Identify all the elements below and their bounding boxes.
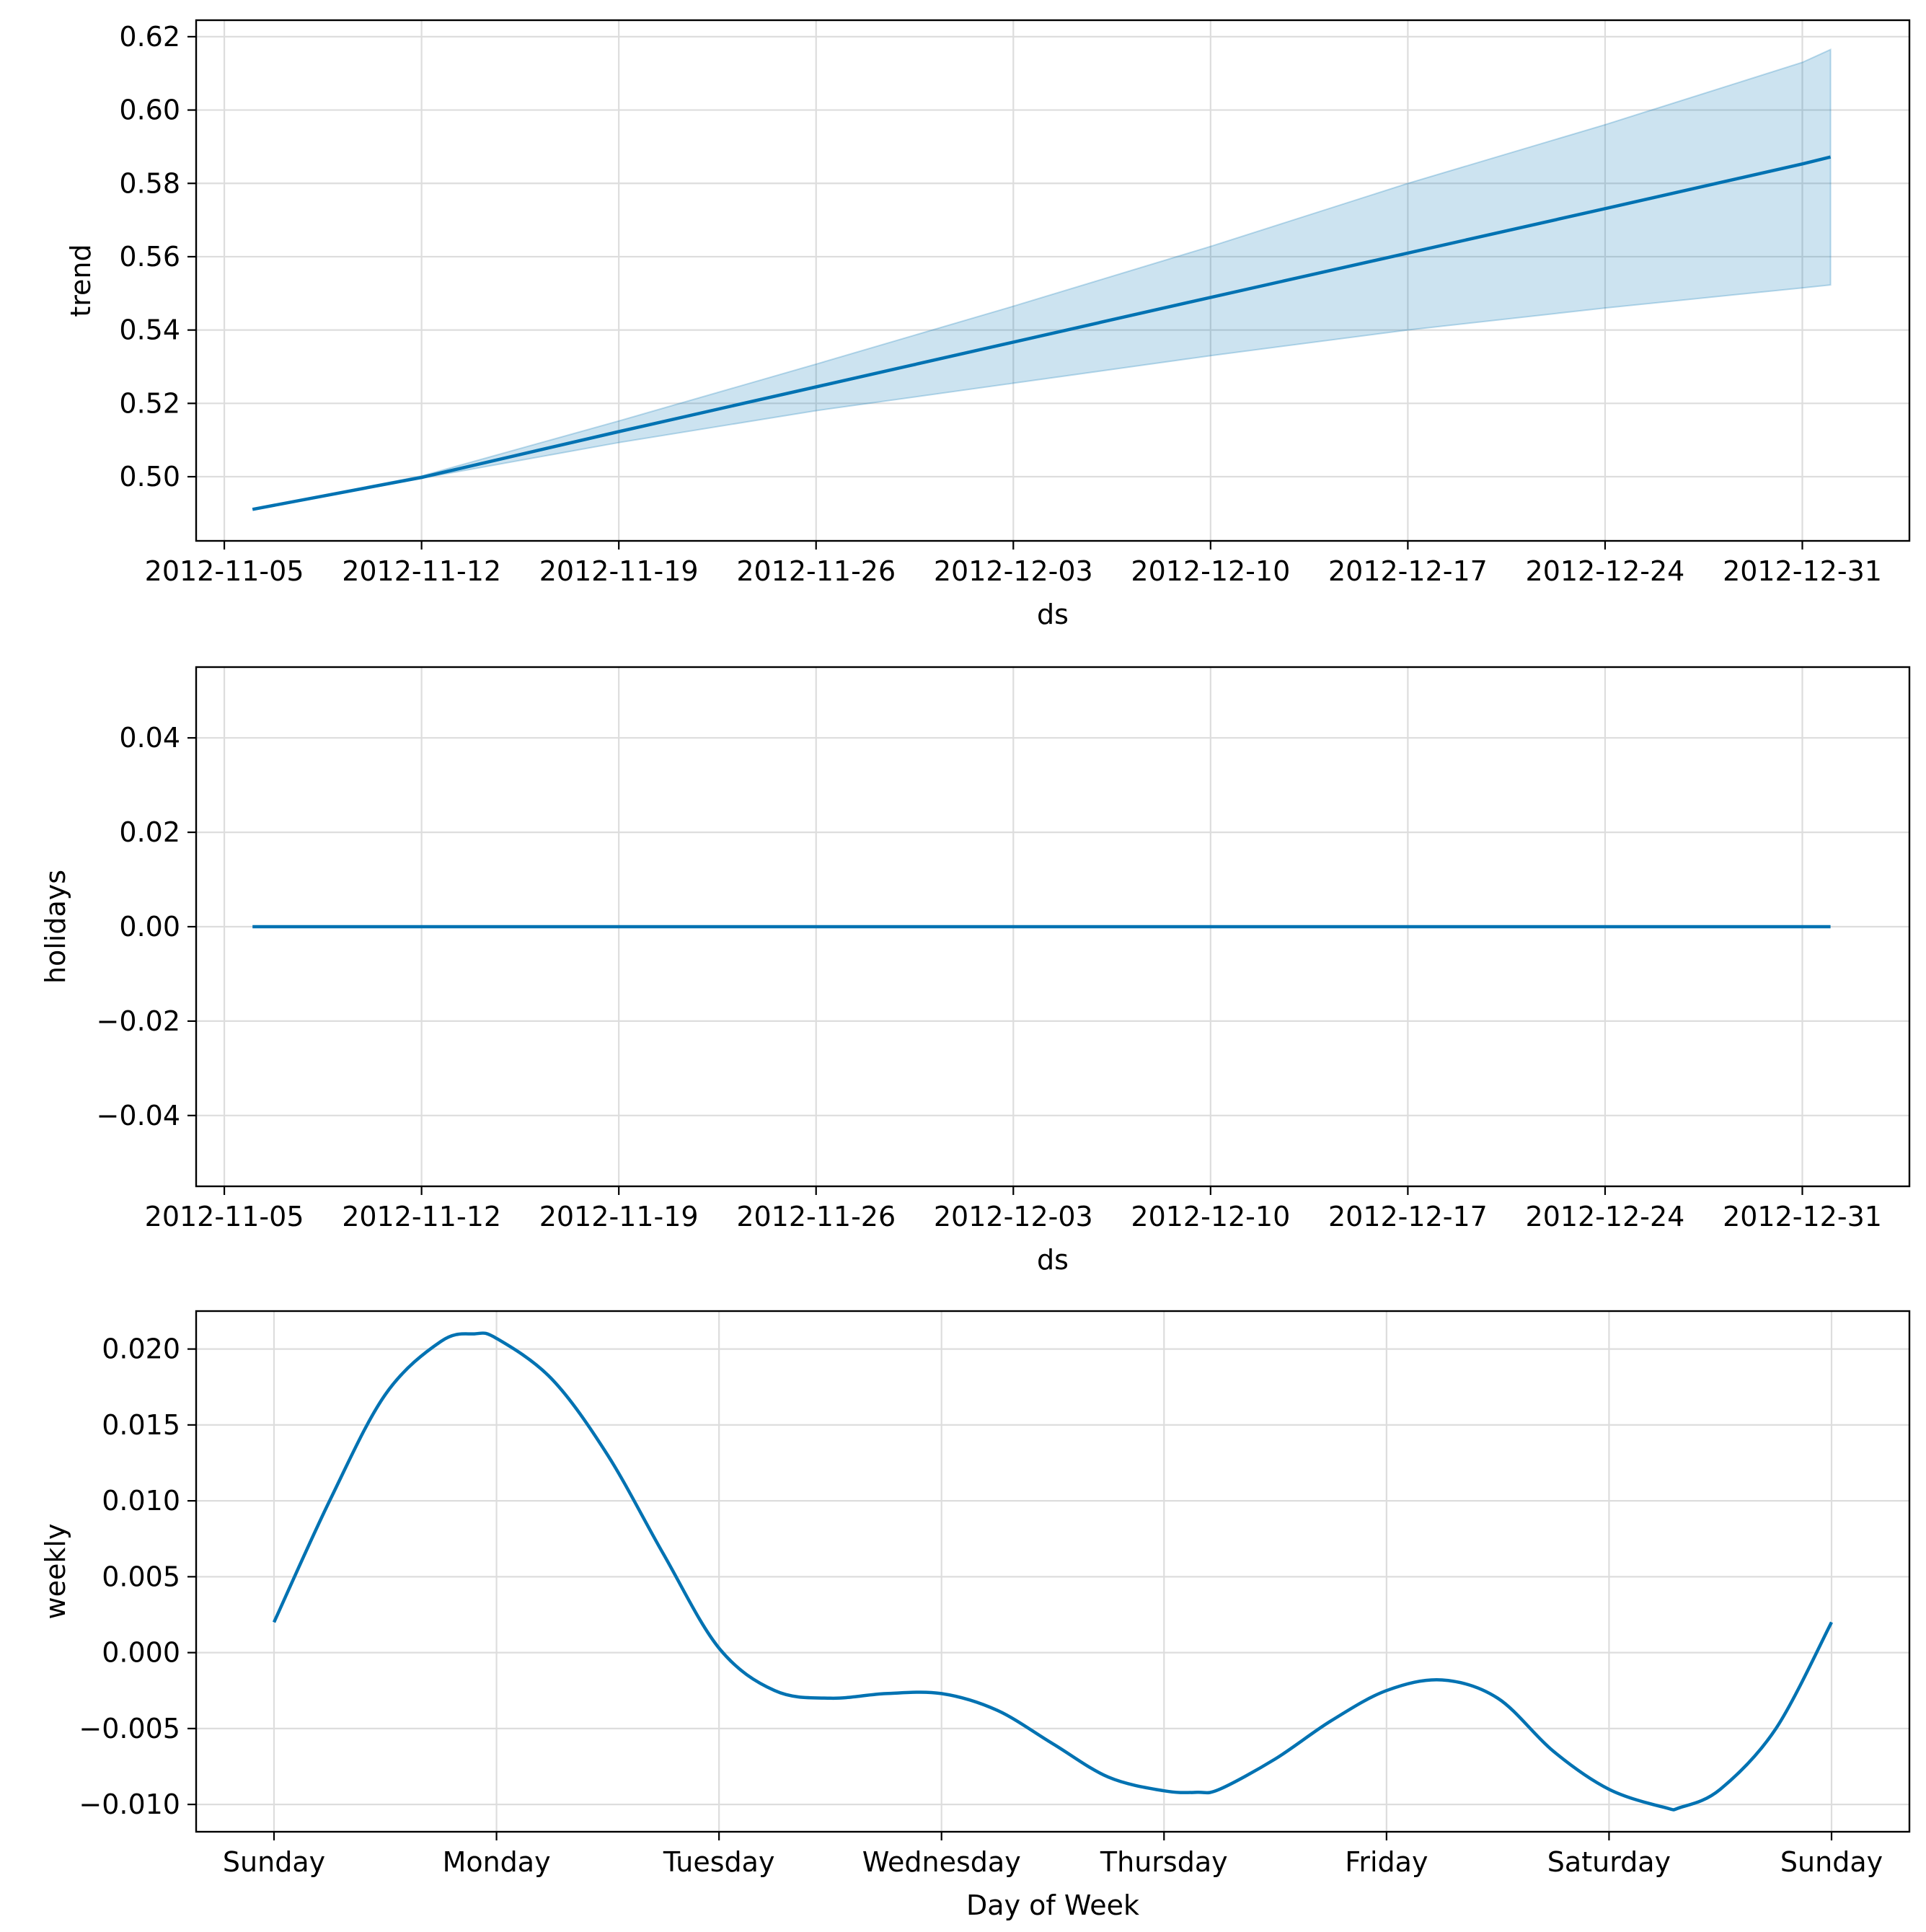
holidays-xtick-label: 2012-11-19 <box>539 1201 699 1232</box>
trend-xtick-label: 2012-11-05 <box>145 555 304 587</box>
weekly-xtick-label: Monday <box>443 1846 551 1878</box>
trend-series-line <box>252 155 1832 511</box>
holidays-yaxis-label: holidays <box>40 870 71 984</box>
holidays-xtick-label: 2012-11-26 <box>736 1201 896 1232</box>
weekly-xtick-label: Friday <box>1345 1846 1428 1878</box>
weekly-xtick-label: Tuesday <box>663 1846 775 1878</box>
holidays-axes-frame <box>195 666 1911 1188</box>
weekly-ytick-label: 0.000 <box>102 1637 180 1669</box>
trend-xtick-label: 2012-12-24 <box>1526 555 1685 587</box>
holidays-panel: 2012-11-05 2012-11-12 2012-11-19 2012-11-26… <box>40 666 1911 1276</box>
trend-xaxis-label: ds <box>1037 599 1069 630</box>
holidays-ytick-label: 0.02 <box>119 816 180 848</box>
weekly-ytick-label: 0.005 <box>102 1561 180 1592</box>
holidays-ytick-label: 0.04 <box>119 722 180 754</box>
holidays-xtick-label: 2012-12-24 <box>1526 1201 1685 1232</box>
trend-yaxis-label: trend <box>65 244 97 317</box>
holidays-ytick-label: −0.02 <box>97 1005 180 1037</box>
trend-ytick-label: 0.58 <box>119 167 180 199</box>
trend-xtick-label: 2012-11-26 <box>736 555 896 587</box>
weekly-xtick-label: Saturday <box>1547 1846 1671 1878</box>
trend-ytick-label: 0.60 <box>119 94 180 126</box>
holidays-xtick-label: 2012-11-05 <box>145 1201 304 1232</box>
holidays-xtick-label: 2012-11-12 <box>342 1201 501 1232</box>
holidays-xtick-label: 2012-12-10 <box>1131 1201 1290 1232</box>
weekly-xaxis-label: Day of Week <box>966 1889 1139 1921</box>
weekly-ytick-label: 0.010 <box>102 1485 180 1517</box>
weekly-xtick-label: Sunday <box>223 1846 325 1878</box>
trend-panel: 2012-11-05 2012-11-12 2012-11-19 2012-11-26… <box>65 19 1911 630</box>
weekly-ytick-label: −0.005 <box>79 1713 180 1744</box>
weekly-ytick-label: 0.020 <box>102 1333 180 1365</box>
trend-xtick-label: 2012-12-17 <box>1328 555 1488 587</box>
trend-uncertainty-band <box>252 48 1832 511</box>
holidays-xtick-label: 2012-12-31 <box>1723 1201 1882 1232</box>
trend-ytick-label: 0.54 <box>119 314 180 346</box>
trend-ytick-label: 0.52 <box>119 387 180 419</box>
weekly-xtick-label: Sunday <box>1780 1846 1883 1878</box>
trend-xtick-label: 2012-11-12 <box>342 555 501 587</box>
trend-ytick-label: 0.62 <box>119 21 180 53</box>
trend-ytick-label: 0.50 <box>119 461 180 493</box>
holidays-ytick-label: 0.00 <box>119 911 180 943</box>
trend-ytick-label: 0.56 <box>119 241 180 273</box>
weekly-panel: Sunday Monday Tuesday Wednesday Thursday Frid… <box>40 1310 1911 1921</box>
holidays-xaxis-label: ds <box>1037 1244 1069 1276</box>
weekly-xtick-label: Thursday <box>1100 1846 1228 1878</box>
weekly-series-line <box>272 1331 1833 1812</box>
weekly-yaxis-label: weekly <box>40 1524 71 1620</box>
trend-xtick-label: 2012-11-19 <box>539 555 699 587</box>
holidays-xtick-label: 2012-12-03 <box>934 1201 1093 1232</box>
holidays-xtick-label: 2012-12-17 <box>1328 1201 1488 1232</box>
weekly-ytick-label: −0.010 <box>79 1788 180 1820</box>
weekly-axes-frame <box>195 1310 1911 1833</box>
weekly-xtick-label: Wednesday <box>862 1846 1021 1878</box>
weekly-ytick-label: 0.015 <box>102 1409 180 1441</box>
trend-xtick-label: 2012-12-03 <box>934 555 1093 587</box>
trend-xtick-label: 2012-12-31 <box>1723 555 1882 587</box>
holidays-ytick-label: −0.04 <box>97 1100 180 1132</box>
trend-axes-frame <box>195 19 1911 542</box>
trend-xtick-label: 2012-12-10 <box>1131 555 1290 587</box>
